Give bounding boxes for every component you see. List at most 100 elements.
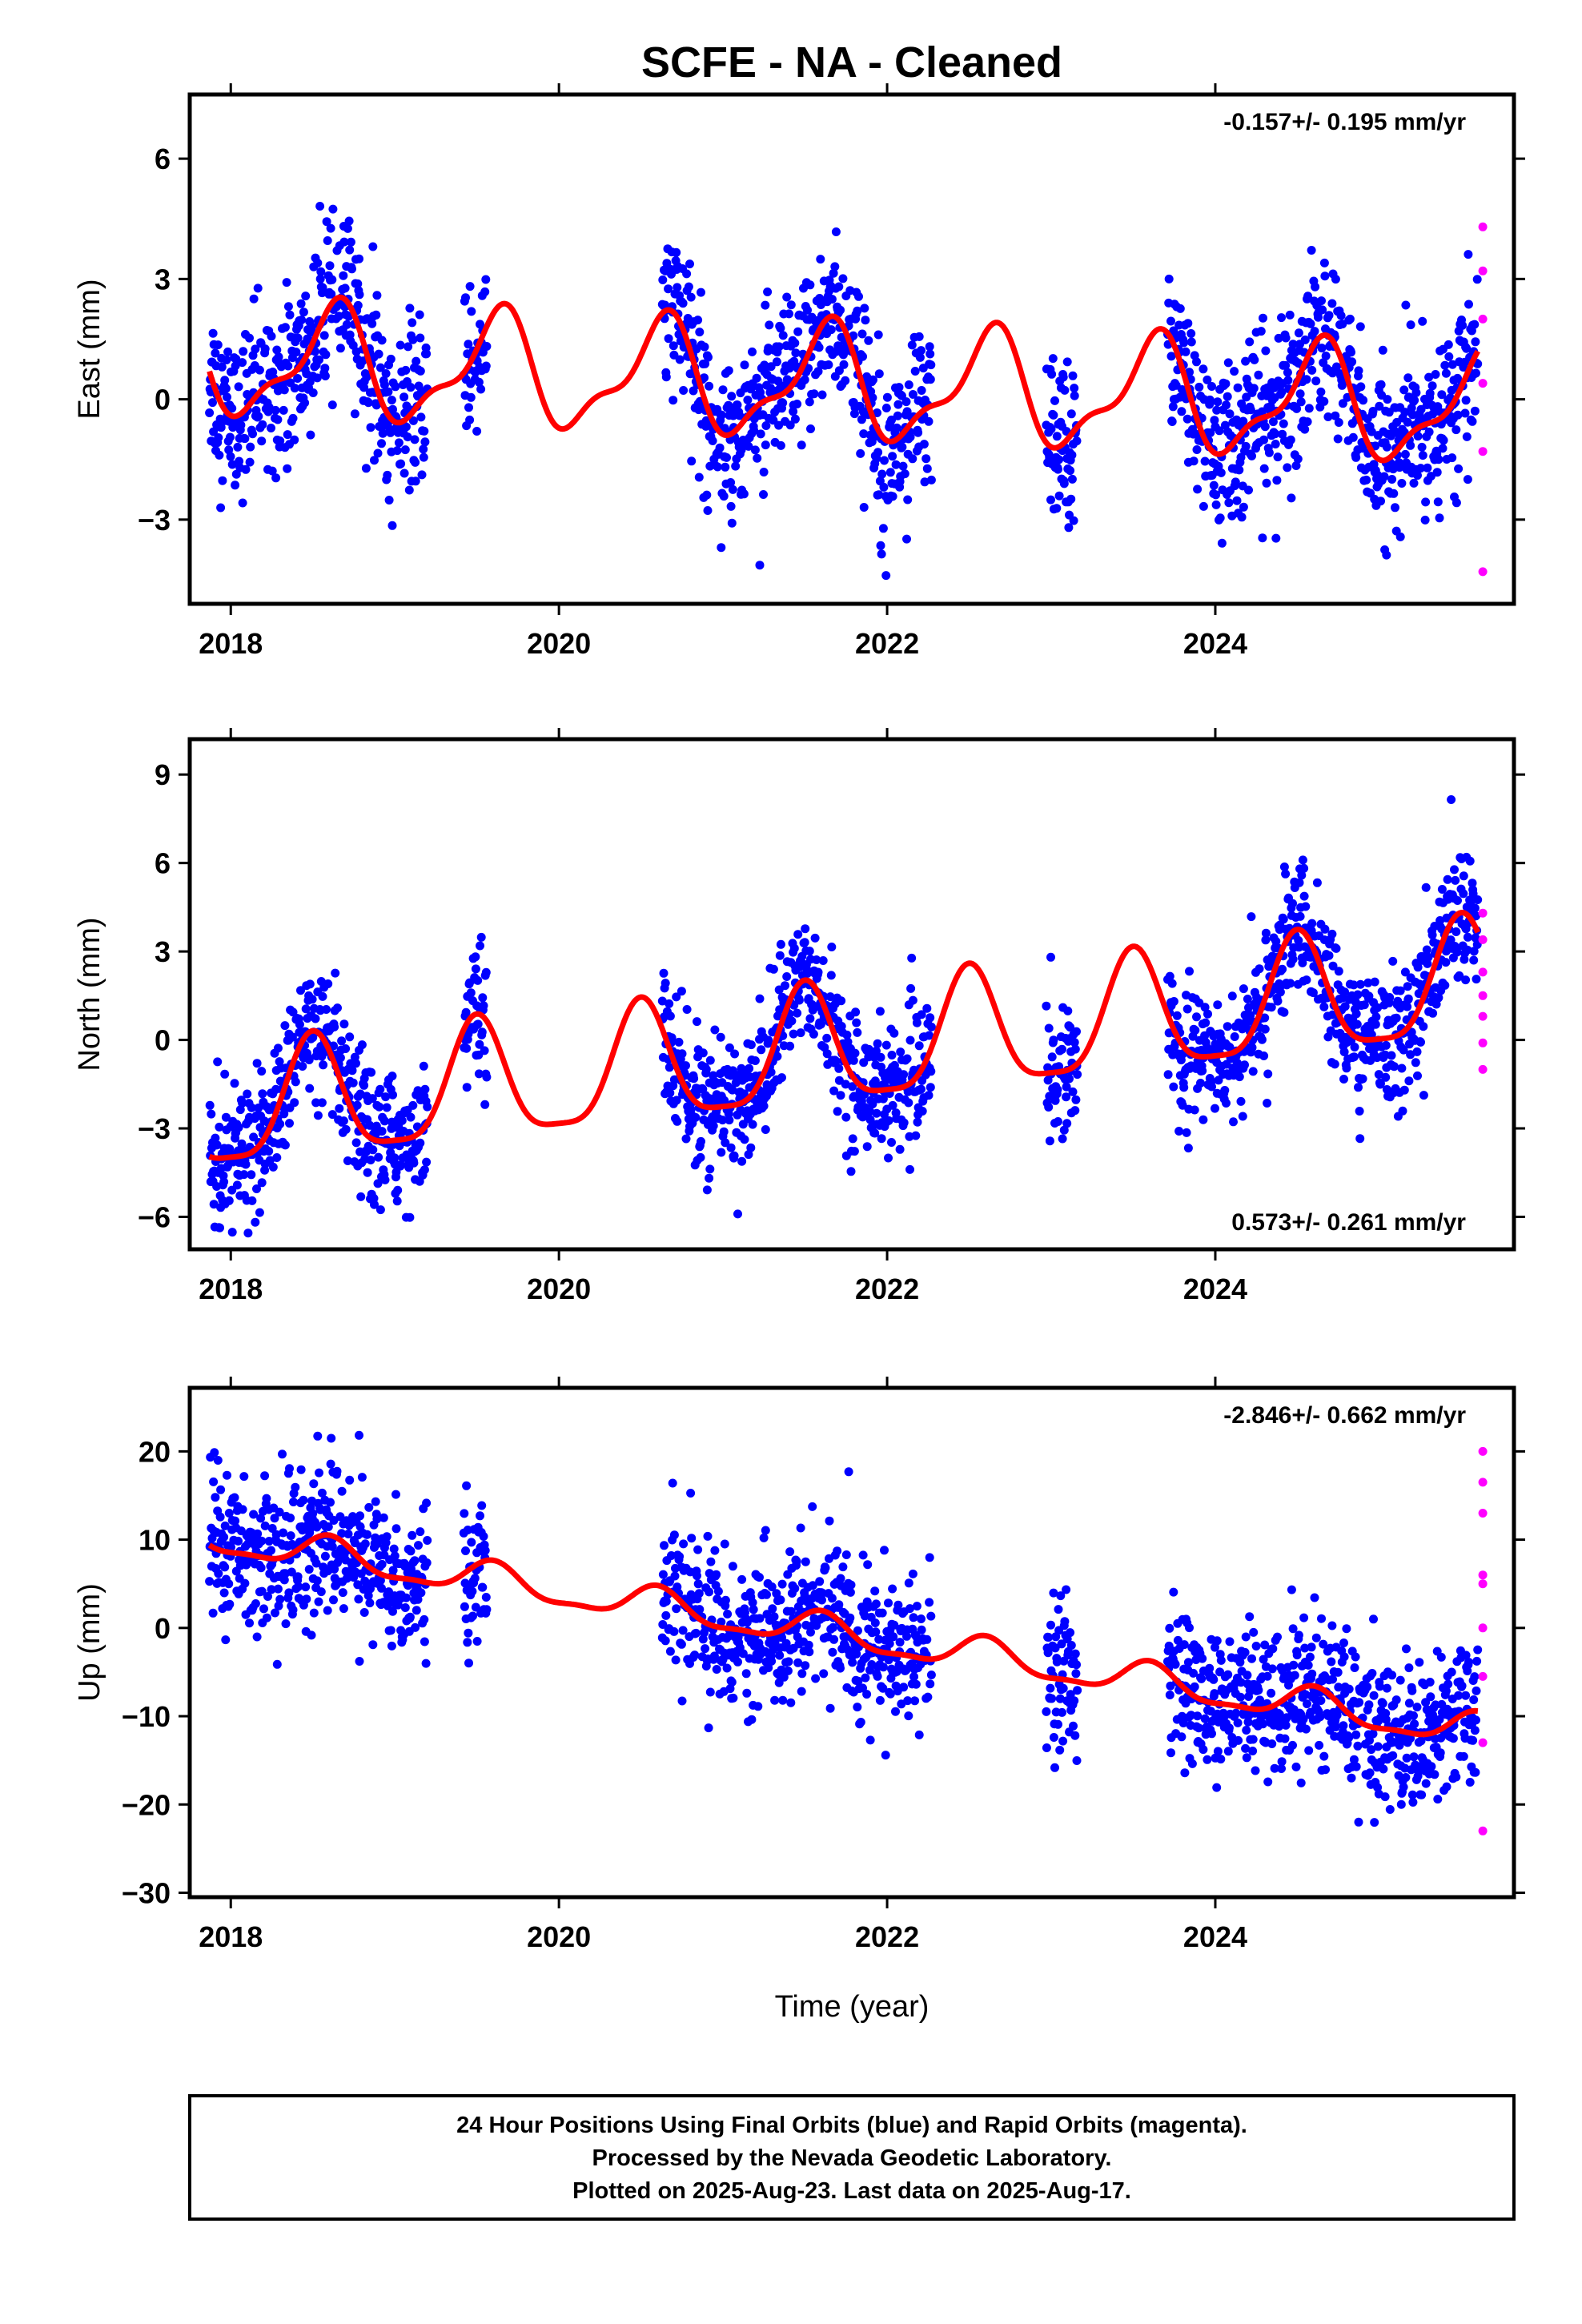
final-point	[286, 1514, 295, 1522]
final-point	[345, 1475, 355, 1485]
final-point	[223, 1470, 231, 1480]
final-point	[387, 521, 397, 530]
final-point	[472, 427, 482, 436]
final-point	[1437, 885, 1447, 894]
final-point	[278, 1449, 287, 1459]
final-point	[675, 355, 685, 364]
rapid-point	[1478, 379, 1488, 388]
final-point	[1320, 271, 1330, 281]
final-point	[1241, 1632, 1251, 1642]
y-tick-label: 9	[155, 758, 171, 791]
final-point	[668, 1478, 677, 1488]
final-point	[778, 1695, 788, 1705]
final-point	[756, 429, 765, 439]
final-point	[423, 1102, 432, 1112]
final-point	[1344, 1684, 1354, 1694]
rapid-point	[1478, 1064, 1488, 1074]
final-point	[1268, 417, 1278, 427]
final-point	[406, 383, 416, 392]
final-point	[260, 1471, 270, 1481]
final-point	[1298, 958, 1307, 967]
final-point	[827, 1594, 837, 1603]
final-point	[273, 1584, 283, 1594]
final-point	[231, 469, 241, 479]
final-point	[730, 1049, 740, 1059]
final-point	[682, 1005, 692, 1014]
final-point	[805, 280, 815, 290]
final-point	[677, 987, 686, 996]
final-point	[290, 1098, 299, 1108]
final-point	[1327, 929, 1337, 939]
final-point	[400, 1603, 410, 1612]
final-point	[661, 1610, 671, 1620]
final-point	[1267, 1664, 1277, 1674]
final-point	[733, 1657, 742, 1667]
final-point	[888, 1100, 897, 1110]
final-point	[872, 1108, 881, 1118]
final-point	[1247, 451, 1256, 460]
final-point	[327, 1110, 337, 1120]
final-point	[1167, 979, 1177, 988]
final-point	[787, 1016, 797, 1026]
final-point	[1205, 395, 1215, 404]
final-point	[327, 1433, 336, 1443]
final-point	[1251, 1642, 1261, 1651]
final-point	[1166, 1748, 1175, 1758]
final-point	[1387, 475, 1397, 484]
final-point	[300, 398, 310, 408]
final-point	[1261, 935, 1271, 945]
final-point	[369, 1193, 379, 1203]
final-point	[1209, 480, 1219, 490]
final-point	[1050, 1763, 1059, 1772]
chart-title: SCFE - NA - Cleaned	[641, 38, 1062, 86]
final-point	[1363, 1682, 1372, 1691]
final-point	[695, 328, 705, 337]
final-point	[1236, 1678, 1246, 1687]
final-point	[1334, 1683, 1343, 1692]
final-point	[479, 1001, 488, 1011]
final-point	[1046, 952, 1055, 962]
final-point	[301, 1004, 311, 1014]
final-point	[1416, 1037, 1425, 1047]
final-point	[470, 1574, 480, 1583]
final-point	[1163, 1070, 1173, 1080]
final-point	[335, 1512, 345, 1522]
final-point	[290, 384, 299, 393]
final-point	[789, 407, 798, 416]
final-point	[304, 1055, 314, 1064]
final-point	[375, 1084, 385, 1094]
final-point	[740, 360, 749, 370]
final-point	[727, 392, 737, 401]
final-point	[273, 415, 283, 424]
final-point	[1369, 1691, 1379, 1700]
final-point	[1299, 1715, 1308, 1724]
final-point	[1333, 434, 1343, 444]
final-point	[704, 1723, 713, 1733]
final-point	[1185, 1623, 1194, 1633]
final-point	[465, 282, 475, 292]
final-point	[1338, 399, 1347, 408]
final-point	[1058, 1683, 1068, 1693]
final-point	[879, 482, 889, 492]
final-point	[263, 1592, 272, 1601]
final-point	[1260, 422, 1270, 432]
final-point	[871, 1627, 881, 1637]
final-point	[1072, 1756, 1082, 1765]
final-point	[1212, 1636, 1222, 1646]
final-point	[254, 1104, 263, 1112]
final-point	[1062, 1585, 1071, 1594]
final-point	[1374, 1070, 1383, 1080]
final-point	[1068, 371, 1078, 380]
final-point	[686, 292, 696, 302]
final-point	[1400, 967, 1410, 977]
final-point	[243, 1228, 253, 1238]
final-point	[715, 443, 725, 452]
final-point	[849, 1055, 858, 1065]
final-point	[342, 320, 351, 329]
final-point	[305, 1084, 315, 1093]
final-point	[1421, 883, 1431, 892]
final-point	[878, 1683, 888, 1693]
final-point	[333, 1003, 342, 1013]
final-point	[921, 454, 931, 464]
final-point	[809, 1029, 818, 1039]
